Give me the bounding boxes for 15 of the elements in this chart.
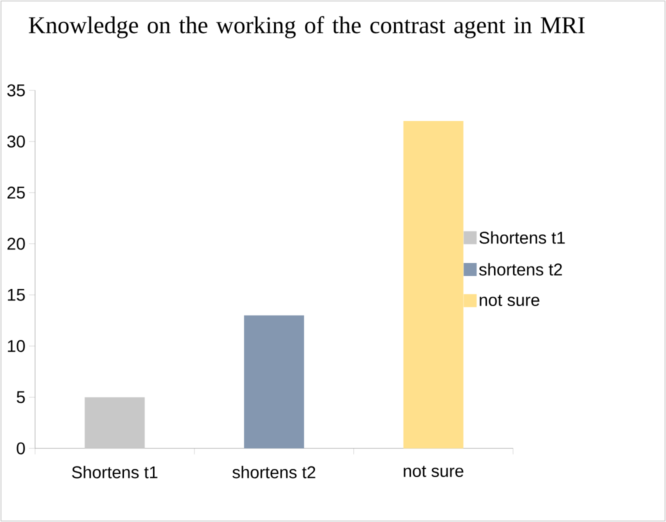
- y-tick-label: 15: [8, 288, 25, 301]
- y-tick-label: 20: [7, 238, 25, 250]
- y-tick-label: 25: [7, 186, 25, 199]
- y-tick-label: 0: [16, 442, 25, 454]
- legend-label: not sure: [480, 294, 540, 306]
- legend-label: Shortens t1: [479, 231, 565, 244]
- y-tick-label: 35: [7, 84, 25, 96]
- x-tick-label: not sure: [404, 466, 464, 478]
- chart-title: Knowledge on the working of the contrast agent in MRI: [28, 16, 585, 38]
- y-tick-label: 30: [7, 135, 25, 148]
- y-tick-label: 5: [16, 391, 25, 404]
- x-tick-label: shortens t2: [232, 466, 316, 478]
- legend-label: shortens t2: [479, 263, 562, 276]
- x-tick-label: Shortens t1: [72, 466, 158, 478]
- y-tick-label: 10: [8, 340, 25, 352]
